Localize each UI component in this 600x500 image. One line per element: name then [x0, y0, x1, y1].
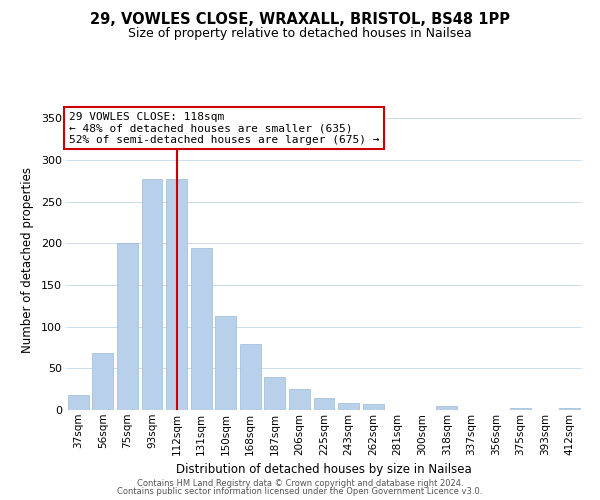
Text: Contains HM Land Registry data © Crown copyright and database right 2024.: Contains HM Land Registry data © Crown c…: [137, 478, 463, 488]
Bar: [240, 344, 261, 410]
Bar: [265, 376, 286, 410]
Bar: [559, 408, 580, 410]
Text: 29, VOWLES CLOSE, WRAXALL, BRISTOL, BS48 1PP: 29, VOWLES CLOSE, WRAXALL, BRISTOL, BS48…: [90, 12, 510, 28]
Bar: [117, 244, 138, 410]
Bar: [68, 395, 89, 410]
Text: Size of property relative to detached houses in Nailsea: Size of property relative to detached ho…: [128, 28, 472, 40]
Bar: [166, 179, 187, 410]
Bar: [215, 316, 236, 410]
Bar: [362, 404, 383, 410]
Bar: [289, 389, 310, 410]
Text: Contains public sector information licensed under the Open Government Licence v3: Contains public sector information licen…: [118, 487, 482, 496]
Bar: [142, 179, 163, 410]
X-axis label: Distribution of detached houses by size in Nailsea: Distribution of detached houses by size …: [176, 463, 472, 476]
Bar: [510, 408, 531, 410]
Bar: [314, 398, 334, 410]
Text: 29 VOWLES CLOSE: 118sqm
← 48% of detached houses are smaller (635)
52% of semi-d: 29 VOWLES CLOSE: 118sqm ← 48% of detache…: [68, 112, 379, 144]
Bar: [338, 404, 359, 410]
Bar: [436, 406, 457, 410]
Bar: [191, 248, 212, 410]
Bar: [92, 352, 113, 410]
Y-axis label: Number of detached properties: Number of detached properties: [21, 167, 34, 353]
